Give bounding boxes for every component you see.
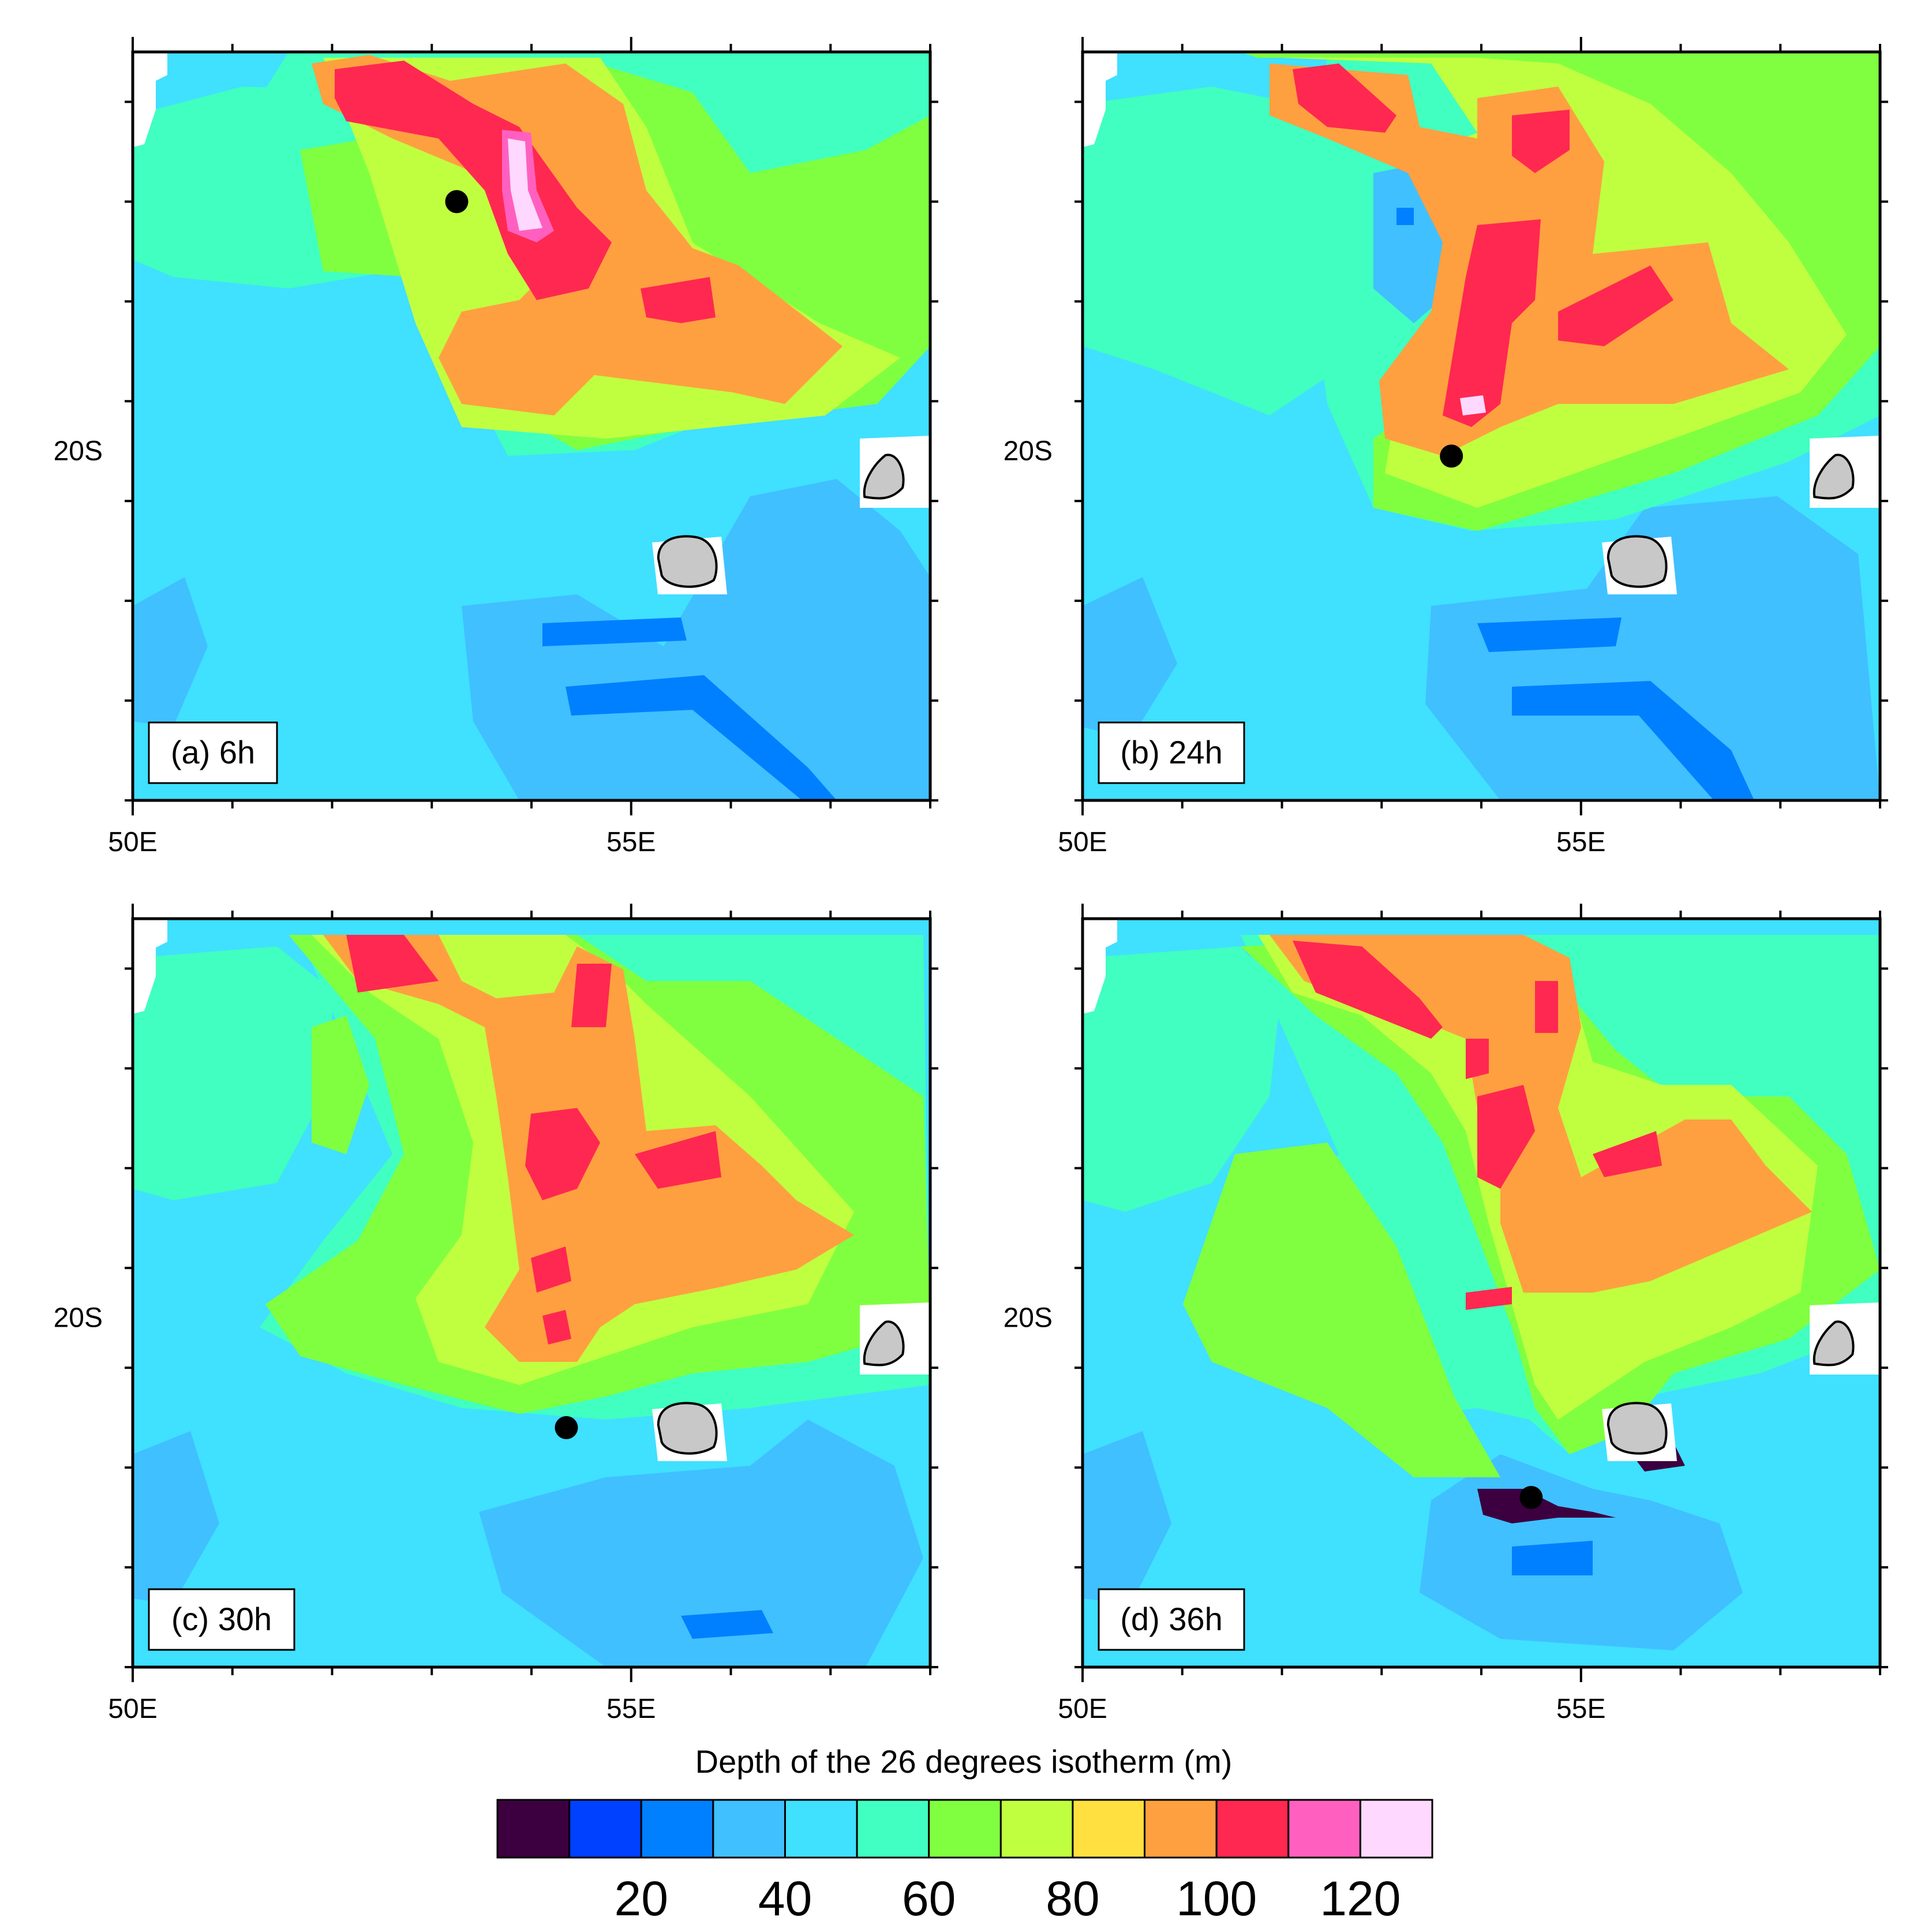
colorbar-swatch — [568, 1799, 642, 1859]
colorbar-tick-label: 80 — [1046, 1871, 1099, 1926]
colorbar-swatch — [496, 1799, 571, 1859]
island-layer — [657, 1320, 905, 1455]
colorbar-swatch — [856, 1799, 930, 1859]
colorbar-swatch — [1144, 1799, 1218, 1859]
island-shape — [863, 454, 905, 500]
island-shape — [863, 1320, 905, 1366]
depth-field — [133, 919, 930, 1667]
colorbar-tick-labels: 20 40 60 80 100 120 — [615, 1871, 1401, 1926]
depth-field — [1083, 919, 1880, 1667]
colorbar-tick-label: 20 — [615, 1871, 668, 1926]
axis-ticks: 50E 55E 20S — [1004, 37, 1888, 858]
depth-field — [1083, 52, 1880, 800]
y-tick-label: 20S — [1004, 1303, 1053, 1334]
panel-label-box: (b) 24h — [1098, 721, 1245, 784]
storm-center-marker — [555, 1416, 578, 1439]
panel-label: (d) 36h — [1120, 1601, 1222, 1637]
axis-ticks: 50E 55E 20S — [1004, 904, 1888, 1724]
x-tick-label: 55E — [1556, 1694, 1605, 1724]
colorbar-swatch — [999, 1799, 1074, 1859]
colorbar: Depth of the 26 degrees isotherm (m) 20 4… — [496, 1743, 1433, 1926]
map-panel-c: 50E 55E 20S (c) 30h — [54, 904, 938, 1724]
x-tick-label: 55E — [1556, 827, 1605, 858]
x-tick-label: 50E — [1058, 1694, 1107, 1724]
colorbar-swatch — [712, 1799, 786, 1859]
colorbar-title: Depth of the 26 degrees isotherm (m) — [695, 1743, 1233, 1780]
panel-label-box: (d) 36h — [1098, 1588, 1245, 1651]
island-shape — [657, 1402, 718, 1455]
island-shape — [1607, 1402, 1668, 1455]
colorbar-swatch — [1072, 1799, 1146, 1859]
colorbar-tick-label: 120 — [1320, 1871, 1401, 1926]
island-layer — [1607, 1320, 1855, 1455]
storm-center-marker — [1519, 1486, 1543, 1510]
x-tick-label: 50E — [108, 827, 157, 858]
map-panel-b: 50E 55E 20S (b) 24h — [1004, 37, 1888, 858]
y-tick-label: 20S — [1004, 436, 1053, 467]
island-layer — [657, 454, 905, 588]
island-shape — [1607, 535, 1668, 588]
x-tick-label: 50E — [1058, 827, 1107, 858]
panel-label-box: (a) 6h — [148, 721, 278, 784]
panel-label-box: (c) 30h — [148, 1588, 295, 1651]
colorbar-swatch — [1287, 1799, 1361, 1859]
storm-center-marker — [1440, 444, 1463, 468]
panel-label: (c) 30h — [171, 1601, 272, 1637]
x-tick-label: 55E — [606, 827, 656, 858]
x-tick-label: 50E — [108, 1694, 157, 1724]
island-layer — [1607, 454, 1855, 588]
y-tick-label: 20S — [54, 1303, 103, 1334]
panel-label: (a) 6h — [171, 734, 255, 770]
axis-ticks: 50E 55E 20S — [54, 904, 938, 1724]
x-tick-label: 55E — [606, 1694, 656, 1724]
colorbar-swatch — [1359, 1799, 1433, 1859]
panel-label: (b) 24h — [1120, 734, 1222, 770]
colorbar-tick-label: 60 — [902, 1871, 956, 1926]
island-shape — [657, 535, 718, 588]
island-shape — [1813, 1320, 1855, 1366]
y-tick-label: 20S — [54, 436, 103, 467]
colorbar-tick-label: 40 — [758, 1871, 812, 1926]
colorbar-swatch — [1215, 1799, 1290, 1859]
axis-ticks: 50E 55E 20S — [54, 37, 938, 858]
storm-center-marker — [445, 190, 469, 214]
colorbar-swatch — [928, 1799, 1002, 1859]
colorbar-swatch — [640, 1799, 714, 1859]
colorbar-swatches — [496, 1799, 1433, 1859]
island-shape — [1813, 454, 1855, 500]
depth-field — [133, 52, 930, 800]
map-panel-d: 50E 55E 20S (d) 36h — [1004, 904, 1888, 1724]
colorbar-swatch — [784, 1799, 858, 1859]
colorbar-tick-label: 100 — [1176, 1871, 1257, 1926]
map-panel-a: 50E 55E 20S (a) 6h — [54, 37, 938, 858]
